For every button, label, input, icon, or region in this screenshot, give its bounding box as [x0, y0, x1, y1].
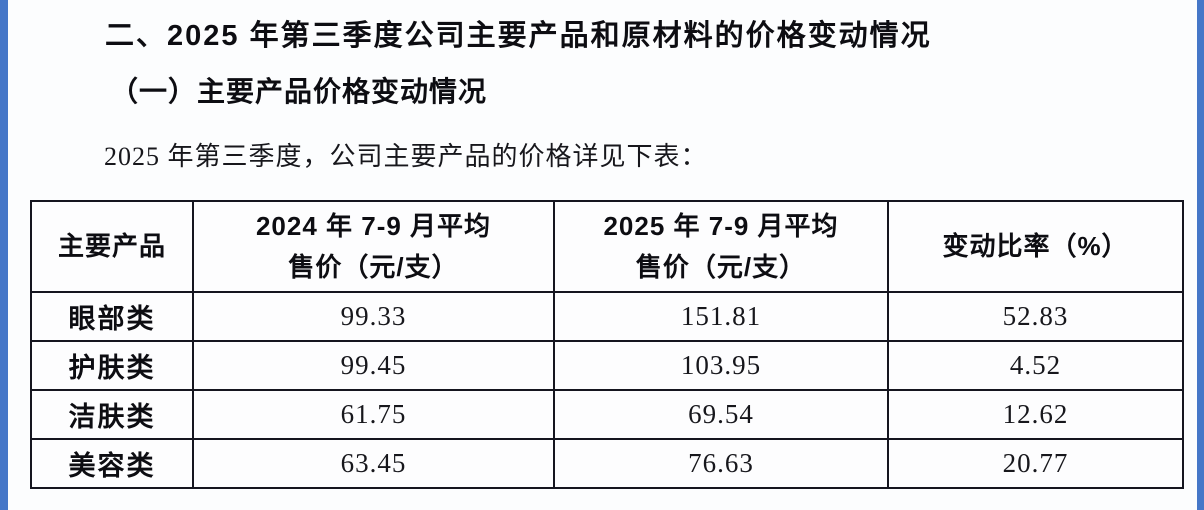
product-price-table: 主要产品 2024 年 7-9 月平均 售价（元/支） 2025 年 7-9 月…	[30, 200, 1184, 489]
cell-change-ratio: 12.62	[887, 389, 1184, 440]
table-row: 洁肤类 61.75 69.54 12.62	[30, 389, 1184, 440]
cell-price-2025: 151.81	[553, 291, 889, 342]
intro-paragraph: 2025 年第三季度，公司主要产品的价格详见下表：	[104, 142, 708, 171]
cell-price-2024: 63.45	[192, 438, 555, 489]
left-edge-strip	[0, 0, 8, 510]
cell-change-ratio: 52.83	[887, 291, 1184, 342]
cell-product: 眼部类	[30, 291, 194, 342]
cell-price-2025: 103.95	[553, 340, 889, 391]
cell-price-2024: 99.45	[192, 340, 555, 391]
header-main-product: 主要产品	[30, 200, 194, 293]
cell-product: 护肤类	[30, 340, 194, 391]
cell-price-2025: 76.63	[553, 438, 889, 489]
right-edge-strip	[1197, 0, 1204, 510]
table-header-row: 主要产品 2024 年 7-9 月平均 售价（元/支） 2025 年 7-9 月…	[30, 200, 1184, 293]
cell-price-2024: 61.75	[192, 389, 555, 440]
table-row: 护肤类 99.45 103.95 4.52	[30, 340, 1184, 391]
header-change-ratio: 变动比率（%）	[887, 200, 1184, 293]
cell-price-2024: 99.33	[192, 291, 555, 342]
header-avg-price-2024: 2024 年 7-9 月平均 售价（元/支）	[192, 200, 555, 293]
section-title: 二、2025 年第三季度公司主要产品和原材料的价格变动情况	[105, 20, 932, 52]
table-row: 美容类 63.45 76.63 20.77	[30, 438, 1184, 489]
cell-change-ratio: 20.77	[887, 438, 1184, 489]
cell-product: 美容类	[30, 438, 194, 489]
header-avg-price-2025: 2025 年 7-9 月平均 售价（元/支）	[553, 200, 889, 293]
table-row: 眼部类 99.33 151.81 52.83	[30, 291, 1184, 342]
cell-price-2025: 69.54	[553, 389, 889, 440]
cell-change-ratio: 4.52	[887, 340, 1184, 391]
cell-product: 洁肤类	[30, 389, 194, 440]
subsection-title: （一）主要产品价格变动情况	[110, 76, 488, 107]
